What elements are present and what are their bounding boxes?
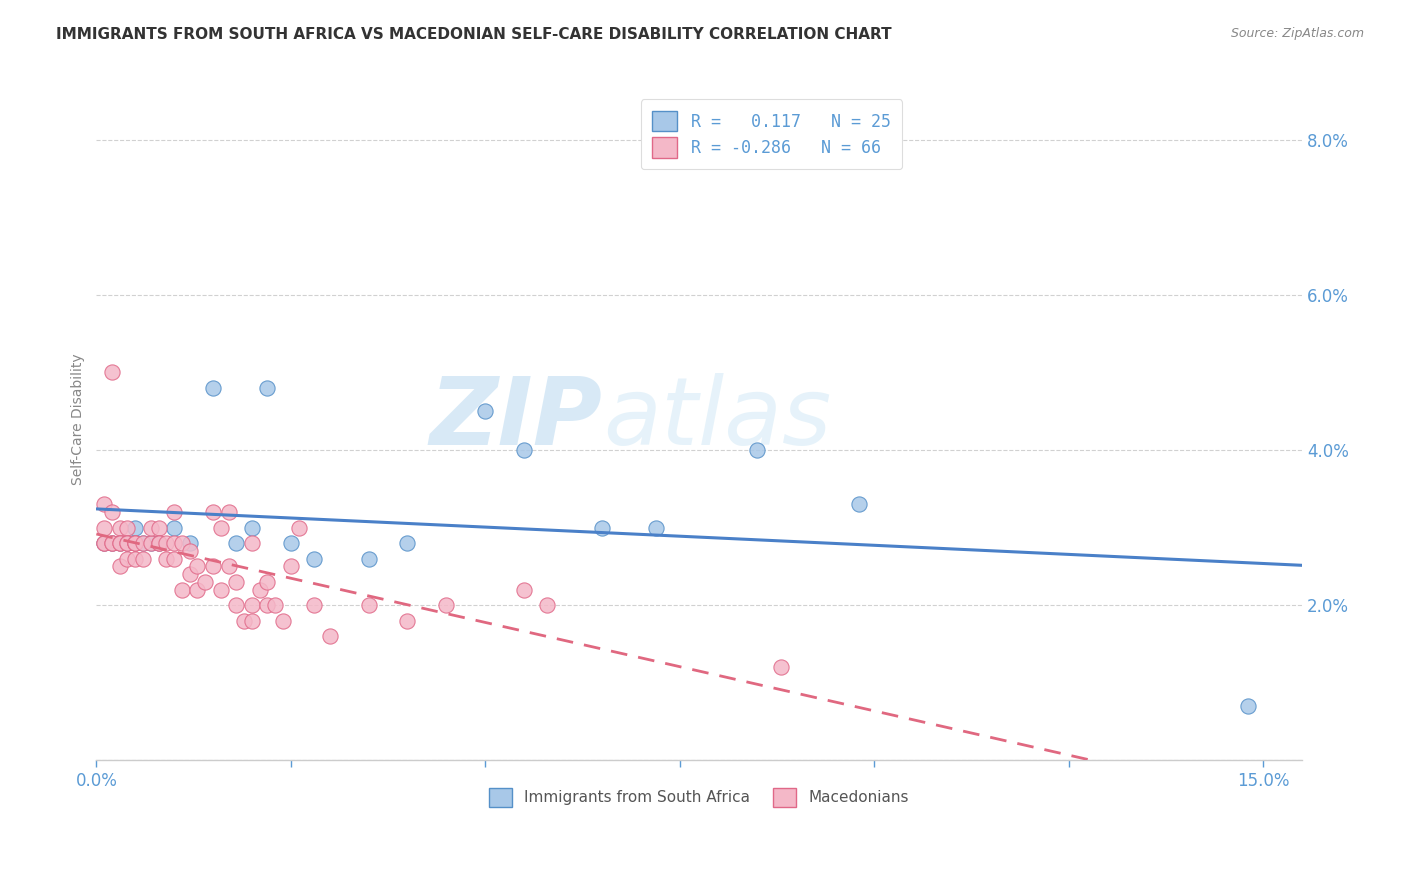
Point — [124, 551, 146, 566]
Point — [186, 582, 208, 597]
Point — [108, 536, 131, 550]
Y-axis label: Self-Care Disability: Self-Care Disability — [72, 353, 86, 484]
Point — [396, 614, 419, 628]
Point — [202, 559, 225, 574]
Point — [93, 520, 115, 534]
Point — [148, 536, 170, 550]
Point — [148, 536, 170, 550]
Point — [1236, 699, 1258, 714]
Point — [93, 536, 115, 550]
Point — [170, 536, 193, 550]
Point — [225, 536, 247, 550]
Point — [117, 536, 139, 550]
Point — [256, 598, 278, 612]
Point — [848, 497, 870, 511]
Point — [148, 520, 170, 534]
Point — [124, 520, 146, 534]
Point — [202, 381, 225, 395]
Point — [155, 551, 177, 566]
Point — [240, 520, 263, 534]
Text: IMMIGRANTS FROM SOUTH AFRICA VS MACEDONIAN SELF-CARE DISABILITY CORRELATION CHAR: IMMIGRANTS FROM SOUTH AFRICA VS MACEDONI… — [56, 27, 891, 42]
Point — [124, 536, 146, 550]
Point — [163, 520, 186, 534]
Point — [101, 536, 124, 550]
Point — [179, 544, 201, 558]
Point — [256, 574, 278, 589]
Legend: Immigrants from South Africa, Macedonians: Immigrants from South Africa, Macedonian… — [482, 780, 917, 814]
Point — [396, 536, 419, 550]
Point — [124, 536, 146, 550]
Point — [357, 598, 380, 612]
Point — [271, 614, 294, 628]
Point — [357, 551, 380, 566]
Point — [117, 536, 139, 550]
Point — [474, 404, 496, 418]
Point — [769, 660, 792, 674]
Point — [645, 520, 668, 534]
Point — [318, 629, 340, 643]
Point — [209, 520, 232, 534]
Point — [302, 598, 325, 612]
Point — [139, 536, 162, 550]
Point — [163, 536, 186, 550]
Point — [132, 551, 155, 566]
Point — [132, 536, 155, 550]
Point — [280, 559, 302, 574]
Point — [209, 582, 232, 597]
Text: atlas: atlas — [603, 374, 831, 465]
Point — [233, 614, 256, 628]
Point — [101, 365, 124, 379]
Point — [155, 536, 177, 550]
Point — [117, 536, 139, 550]
Point — [218, 559, 240, 574]
Text: ZIP: ZIP — [430, 373, 603, 465]
Point — [148, 536, 170, 550]
Point — [93, 536, 115, 550]
Point — [108, 520, 131, 534]
Point — [513, 582, 536, 597]
Point — [101, 536, 124, 550]
Point — [434, 598, 457, 612]
Point — [591, 520, 613, 534]
Point — [225, 574, 247, 589]
Point — [101, 536, 124, 550]
Point — [256, 381, 278, 395]
Point — [513, 442, 536, 457]
Point — [202, 505, 225, 519]
Point — [179, 567, 201, 582]
Point — [240, 598, 263, 612]
Point — [287, 520, 309, 534]
Point — [163, 505, 186, 519]
Point — [93, 497, 115, 511]
Point — [170, 582, 193, 597]
Point — [225, 598, 247, 612]
Point — [139, 536, 162, 550]
Point — [132, 536, 155, 550]
Point — [117, 551, 139, 566]
Point — [124, 536, 146, 550]
Point — [163, 551, 186, 566]
Point — [218, 505, 240, 519]
Point — [108, 536, 131, 550]
Text: Source: ZipAtlas.com: Source: ZipAtlas.com — [1230, 27, 1364, 40]
Point — [93, 536, 115, 550]
Point — [240, 536, 263, 550]
Point — [240, 614, 263, 628]
Point — [117, 520, 139, 534]
Point — [536, 598, 558, 612]
Point — [179, 536, 201, 550]
Point — [194, 574, 217, 589]
Point — [139, 520, 162, 534]
Point — [280, 536, 302, 550]
Point — [186, 559, 208, 574]
Point — [108, 559, 131, 574]
Point — [747, 442, 769, 457]
Point — [108, 536, 131, 550]
Point — [302, 551, 325, 566]
Point — [101, 505, 124, 519]
Point — [264, 598, 287, 612]
Point — [249, 582, 271, 597]
